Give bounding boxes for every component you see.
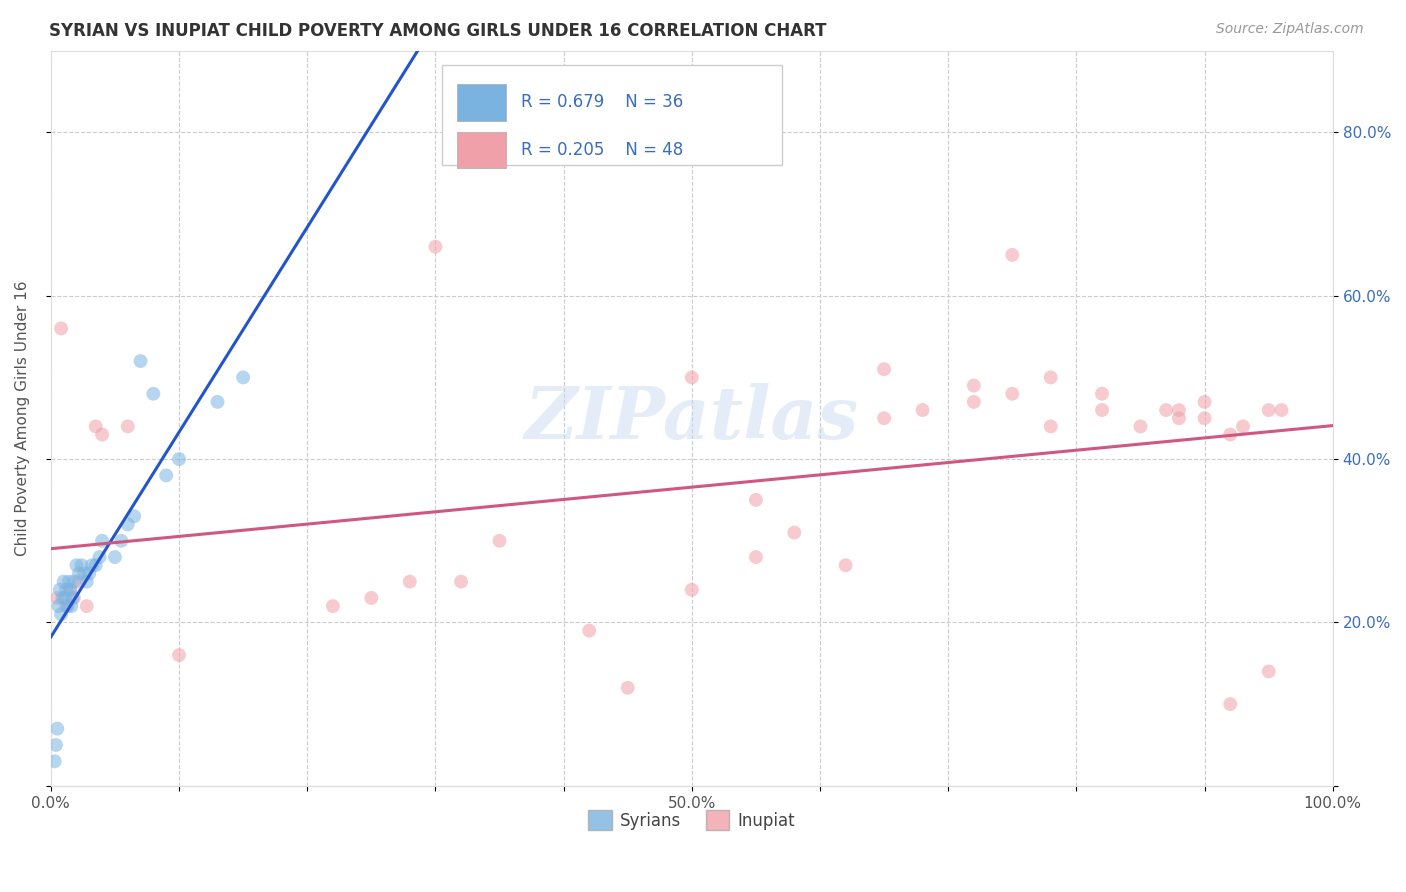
Point	[91, 533, 114, 548]
Point	[450, 574, 472, 589]
Point	[207, 395, 229, 409]
Point	[911, 403, 934, 417]
Point	[44, 754, 66, 768]
Point	[58, 574, 80, 589]
Point	[1219, 427, 1241, 442]
Point	[91, 427, 114, 442]
Point	[48, 599, 70, 613]
Point	[1091, 386, 1114, 401]
Point	[834, 558, 856, 573]
Point	[70, 558, 93, 573]
Text: R = 0.205    N = 48: R = 0.205 N = 48	[522, 141, 683, 159]
Point	[963, 378, 986, 392]
Point	[1194, 411, 1216, 425]
Point	[873, 411, 896, 425]
Point	[49, 607, 72, 622]
Point	[49, 582, 72, 597]
Point	[1257, 403, 1279, 417]
Point	[1091, 403, 1114, 417]
Point	[488, 533, 510, 548]
Point	[104, 550, 127, 565]
Y-axis label: Child Poverty Among Girls Under 16: Child Poverty Among Girls Under 16	[15, 280, 30, 556]
Point	[51, 591, 73, 605]
Point	[873, 362, 896, 376]
Point	[53, 591, 76, 605]
Point	[155, 468, 177, 483]
Point	[89, 550, 111, 565]
Point	[1039, 419, 1062, 434]
Point	[67, 566, 90, 581]
FancyBboxPatch shape	[441, 65, 782, 165]
Point	[117, 419, 139, 434]
Point	[76, 574, 98, 589]
Point	[1168, 411, 1191, 425]
Point	[745, 492, 768, 507]
Point	[1270, 403, 1292, 417]
Point	[46, 591, 69, 605]
Point	[59, 582, 82, 597]
Point	[232, 370, 254, 384]
Point	[129, 354, 152, 368]
Text: R = 0.679    N = 36: R = 0.679 N = 36	[522, 93, 683, 112]
Point	[1001, 248, 1024, 262]
Point	[1168, 403, 1191, 417]
Point	[745, 550, 768, 565]
Point	[63, 591, 86, 605]
Point	[76, 599, 98, 613]
Point	[73, 566, 96, 581]
Point	[110, 533, 132, 548]
Point	[322, 599, 344, 613]
Point	[167, 452, 190, 467]
Text: SYRIAN VS INUPIAT CHILD POVERTY AMONG GIRLS UNDER 16 CORRELATION CHART: SYRIAN VS INUPIAT CHILD POVERTY AMONG GI…	[49, 22, 827, 40]
Point	[84, 558, 107, 573]
Point	[360, 591, 382, 605]
Point	[142, 386, 165, 401]
Point	[578, 624, 600, 638]
Text: Source: ZipAtlas.com: Source: ZipAtlas.com	[1216, 22, 1364, 37]
Point	[52, 574, 75, 589]
FancyBboxPatch shape	[457, 84, 506, 120]
Point	[84, 419, 107, 434]
Legend: Syrians, Inupiat: Syrians, Inupiat	[582, 804, 801, 837]
Point	[1001, 386, 1024, 401]
Point	[783, 525, 806, 540]
Point	[616, 681, 638, 695]
Point	[1194, 395, 1216, 409]
Point	[167, 648, 190, 662]
Point	[1129, 419, 1152, 434]
Point	[681, 582, 703, 597]
Text: ZIPatlas: ZIPatlas	[524, 383, 859, 454]
Point	[45, 738, 67, 752]
Point	[80, 558, 103, 573]
Point	[122, 509, 145, 524]
Point	[117, 517, 139, 532]
Point	[1219, 697, 1241, 711]
Point	[1154, 403, 1177, 417]
Point	[49, 321, 72, 335]
Point	[56, 599, 79, 613]
Point	[55, 582, 77, 597]
Point	[1039, 370, 1062, 384]
FancyBboxPatch shape	[457, 131, 506, 169]
Point	[398, 574, 420, 589]
Point	[46, 722, 69, 736]
Point	[59, 582, 82, 597]
Point	[65, 558, 87, 573]
Point	[67, 574, 90, 589]
Point	[63, 574, 86, 589]
Point	[1232, 419, 1254, 434]
Point	[425, 240, 447, 254]
Point	[963, 395, 986, 409]
Point	[79, 566, 101, 581]
Point	[60, 599, 83, 613]
Point	[1257, 665, 1279, 679]
Point	[681, 370, 703, 384]
Point	[62, 591, 84, 605]
Point	[55, 599, 77, 613]
